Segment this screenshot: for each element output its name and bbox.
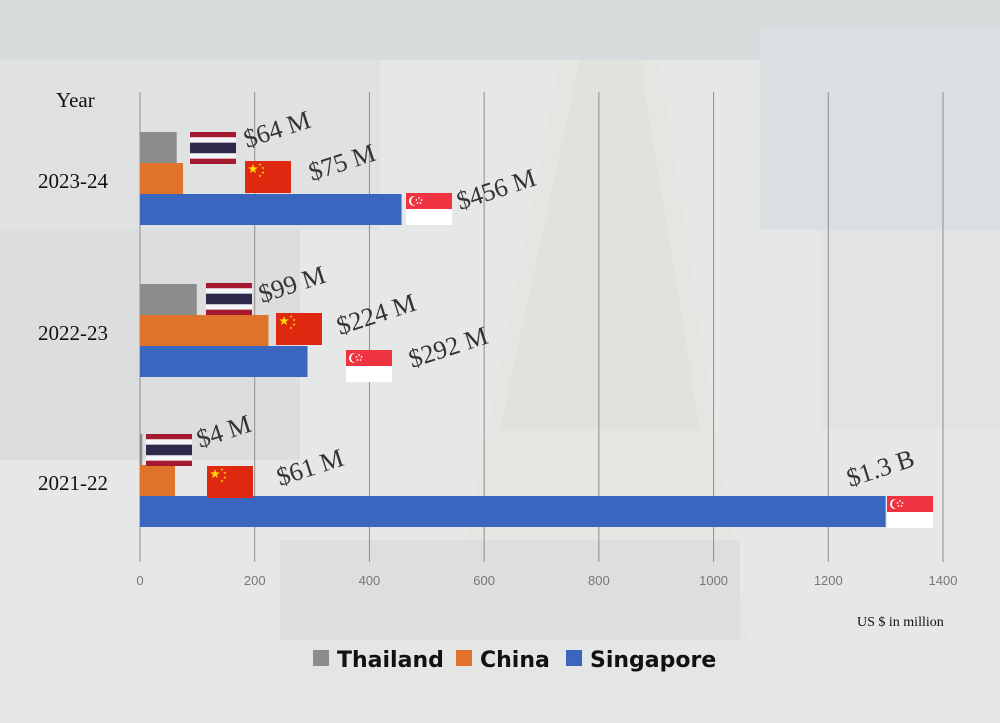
- data-label: $4 M: [193, 409, 255, 454]
- data-label: $456 M: [453, 163, 540, 216]
- bar-singapore-2023-24: [140, 194, 402, 225]
- x-tick-labels-group: 0 200 400 600 800 1000 1200 1400: [136, 573, 957, 588]
- legend-label-singapore: Singapore: [590, 648, 716, 673]
- x-axis-title: US $ in million: [857, 615, 944, 630]
- data-label: $1.3 B: [843, 444, 918, 493]
- data-label: $292 M: [405, 321, 492, 374]
- data-label: $224 M: [333, 288, 420, 341]
- data-labels-group: $64 M$75 M $456 M $99 M$224 M$292 M $4 M $61…: [193, 105, 918, 493]
- y-axis-title: Year: [56, 88, 95, 112]
- legend-swatch-singapore: [566, 650, 582, 666]
- china-flag-icon: [276, 313, 322, 345]
- bar-china-2023-24: [140, 163, 184, 194]
- bar-singapore-2021-22: [140, 496, 886, 527]
- category-label: 2021-22: [38, 471, 108, 495]
- bar-thailand-2022-23: [140, 284, 197, 315]
- singapore-flag-icon: [887, 496, 933, 528]
- bar-china-2021-22: [140, 465, 175, 496]
- data-label: $99 M: [255, 260, 329, 309]
- legend-label-china: China: [480, 648, 550, 673]
- legend-swatch-thailand: [313, 650, 329, 666]
- bar-china-2022-23: [140, 315, 269, 346]
- bar-thailand-2021-22: [140, 434, 143, 465]
- singapore-flag-icon: [406, 193, 452, 225]
- x-tick-label: 600: [473, 573, 495, 588]
- flags-group: [146, 132, 933, 528]
- x-tick-label: 0: [136, 573, 143, 588]
- category-label: 2022-23: [38, 321, 108, 345]
- legend: Thailand China Singapore: [313, 648, 716, 673]
- x-tick-label: 400: [359, 573, 381, 588]
- data-label: $64 M: [240, 105, 314, 154]
- thailand-flag-icon: [190, 132, 236, 164]
- legend-swatch-china: [456, 650, 472, 666]
- bar-singapore-2022-23: [140, 346, 308, 377]
- thailand-flag-icon: [146, 434, 192, 466]
- china-flag-icon: [207, 466, 253, 498]
- china-flag-icon: [245, 161, 291, 193]
- thailand-flag-icon: [206, 283, 252, 315]
- bar-thailand-2023-24: [140, 132, 177, 163]
- category-labels-group: 2023-24 2022-23 2021-22: [38, 169, 108, 495]
- bars-group: [140, 132, 886, 527]
- x-tick-label: 1000: [699, 573, 728, 588]
- category-label: 2023-24: [38, 169, 108, 193]
- data-label: $75 M: [305, 138, 379, 187]
- x-tick-label: 200: [244, 573, 266, 588]
- data-label: $61 M: [273, 443, 347, 492]
- x-tick-label: 1200: [814, 573, 843, 588]
- singapore-flag-icon: [346, 350, 392, 382]
- x-tick-label: 800: [588, 573, 610, 588]
- legend-label-thailand: Thailand: [337, 648, 444, 673]
- x-tick-label: 1400: [929, 573, 958, 588]
